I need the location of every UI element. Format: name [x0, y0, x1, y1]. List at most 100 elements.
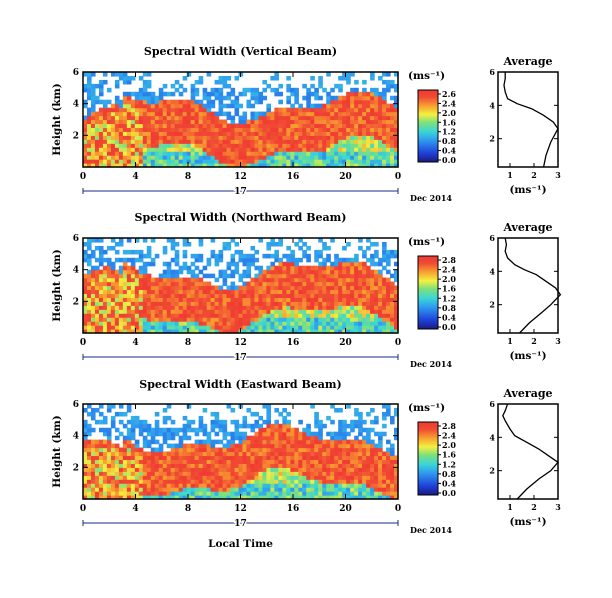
heatmap-cell	[286, 87, 291, 93]
heatmap-cell	[83, 297, 88, 302]
heatmap-cell	[226, 123, 232, 129]
heatmap-cell	[150, 277, 156, 283]
heatmap-cell	[298, 103, 303, 109]
heatmap-cell	[210, 459, 216, 464]
heatmap-cell	[390, 289, 395, 295]
heatmap-cell	[354, 269, 359, 275]
heatmap-cell	[222, 495, 228, 500]
heatmap-cell	[366, 238, 371, 243]
heatmap-cell	[210, 135, 216, 140]
heatmap-cell	[154, 305, 160, 310]
heatmap-cell	[386, 269, 391, 275]
heatmap-cell	[374, 431, 379, 437]
heatmap-cell	[186, 241, 192, 247]
heatmap-cell	[142, 321, 148, 326]
heatmap-cell	[98, 411, 104, 417]
heatmap-cell	[298, 269, 303, 275]
heatmap-cell	[222, 427, 228, 433]
heatmap-cell	[302, 431, 307, 437]
heatmap-cell	[278, 321, 283, 326]
heatmap-cell	[206, 317, 212, 322]
heatmap-cell	[194, 147, 200, 152]
heatmap-cell	[370, 257, 375, 263]
heatmap-cell	[222, 419, 228, 425]
heatmap-cell	[246, 329, 252, 334]
heatmap-cell	[166, 151, 172, 156]
heatmap-cell	[258, 115, 264, 121]
heatmap-cell	[366, 455, 371, 461]
heatmap-cell	[130, 143, 136, 148]
heatmap-cell	[134, 277, 140, 283]
heatmap-cell	[318, 297, 323, 302]
heatmap-cell	[110, 317, 116, 322]
heatmap-cell	[158, 301, 164, 306]
heatmap-cell	[118, 119, 124, 125]
heatmap-cell	[182, 289, 188, 295]
heatmap-cell	[194, 99, 200, 105]
heatmap-cell	[86, 238, 92, 243]
heatmap-cell	[358, 289, 363, 295]
heatmap-cell	[390, 249, 395, 255]
heatmap-cell	[86, 447, 92, 453]
heatmap-cell	[186, 467, 192, 472]
heatmap-cell	[302, 115, 307, 121]
heatmap-cell	[106, 115, 112, 121]
heatmap-cell	[274, 329, 279, 334]
heatmap-cell	[358, 491, 363, 496]
heatmap-cell	[346, 289, 351, 295]
profile-x-tick-label: 3	[555, 170, 561, 180]
heatmap-cell	[86, 87, 92, 93]
heatmap-cell	[310, 115, 315, 121]
heatmap-cell	[114, 273, 120, 279]
heatmap-cell	[198, 285, 204, 291]
heatmap-cell	[198, 115, 204, 121]
heatmap-cell	[258, 329, 264, 334]
heatmap-cell	[174, 309, 180, 314]
heatmap-cell	[202, 487, 208, 492]
heatmap-cell	[194, 309, 200, 314]
heatmap-cell	[114, 329, 120, 334]
heatmap-cell	[342, 159, 347, 164]
heatmap-cell	[318, 321, 323, 326]
heatmap-cell	[326, 415, 331, 421]
colorbar-tick-label: 2.8	[442, 421, 456, 431]
heatmap-cell	[270, 289, 275, 295]
heatmap-cell	[118, 305, 124, 310]
heatmap-cell	[114, 241, 120, 247]
heatmap-cell	[142, 471, 148, 476]
heatmap-cell	[346, 265, 351, 271]
heatmap-cell	[146, 317, 152, 322]
heatmap-cell	[198, 427, 204, 433]
heatmap-cell	[126, 419, 132, 425]
heatmap-cell	[346, 147, 351, 152]
heatmap-cell	[298, 329, 303, 334]
heatmap-cell	[286, 119, 291, 125]
heatmap-cell	[110, 479, 116, 484]
heatmap-cell	[150, 297, 156, 302]
heatmap-cell	[166, 139, 172, 144]
heatmap-cell	[318, 83, 323, 89]
heatmap-cell	[94, 127, 100, 132]
heatmap-cell	[294, 107, 299, 113]
heatmap-cell	[358, 245, 363, 251]
heatmap-cell	[142, 111, 148, 117]
heatmap-cell	[338, 317, 343, 322]
heatmap-cell	[142, 329, 148, 334]
heatmap-cell	[242, 419, 248, 425]
heatmap-cell	[206, 281, 212, 287]
heatmap-cell	[106, 451, 112, 457]
heatmap-cell	[314, 131, 319, 136]
heatmap-cell	[382, 423, 387, 429]
heatmap-cell	[278, 155, 283, 160]
heatmap-cell	[270, 151, 275, 156]
heatmap-cell	[318, 325, 323, 330]
heatmap-cell	[186, 321, 192, 326]
heatmap-cell	[122, 99, 128, 105]
heatmap-cell	[334, 273, 339, 279]
heatmap-cell	[182, 305, 188, 310]
heatmap-cell	[98, 447, 104, 453]
heatmap-cell	[110, 455, 116, 461]
heatmap-cell	[110, 151, 116, 156]
heatmap-cell	[346, 115, 351, 121]
heatmap-cell	[222, 309, 228, 314]
